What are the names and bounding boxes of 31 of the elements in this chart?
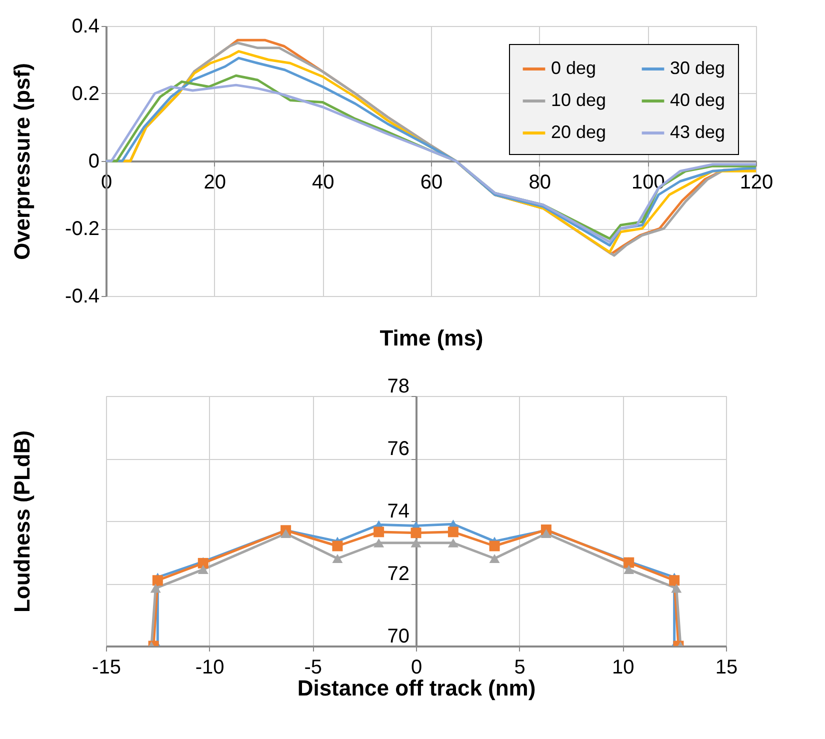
x-tick-label: -5 [304, 656, 322, 678]
legend-label: 0 deg [551, 58, 596, 78]
x-axis-title: Time (ms) [380, 326, 484, 350]
x-tick-label: 20 [204, 172, 226, 194]
legend-label: 43 deg [670, 122, 726, 142]
x-tick-label: 60 [420, 172, 443, 194]
x-axis-title: Distance off track (nm) [297, 676, 536, 700]
legend-label: 30 deg [670, 58, 726, 78]
x-tick-label: 10 [612, 656, 634, 678]
y-axis-title: Overpressure (psf) [10, 63, 34, 260]
y-tick-label: 0.4 [72, 16, 100, 38]
y-tick-label: 74 [387, 500, 410, 522]
x-tick-label: -10 [195, 656, 224, 678]
y-tick-label: 78 [387, 376, 410, 398]
y-tick-label: 0 [88, 150, 100, 172]
x-tick-label: -15 [92, 656, 121, 678]
legend-label: 10 deg [551, 90, 606, 110]
x-tick-label: 5 [514, 656, 526, 678]
y-tick-label: 70 [387, 626, 410, 648]
x-tick-label: 15 [715, 656, 738, 678]
x-tick-label: 120 [740, 172, 774, 194]
x-tick-label: 80 [528, 172, 551, 194]
y-tick-label: 0.2 [72, 83, 100, 105]
legend-label: 40 deg [670, 90, 726, 110]
y-tick-label: 76 [387, 438, 410, 460]
y-axis-title: Loudness (PLdB) [10, 430, 34, 613]
x-tick-label: 40 [312, 172, 334, 194]
y-tick-label: -0.4 [65, 286, 100, 308]
y-tick-label: 72 [387, 563, 410, 585]
y-tick-label: -0.2 [65, 218, 100, 240]
legend-label: 20 deg [551, 122, 606, 142]
